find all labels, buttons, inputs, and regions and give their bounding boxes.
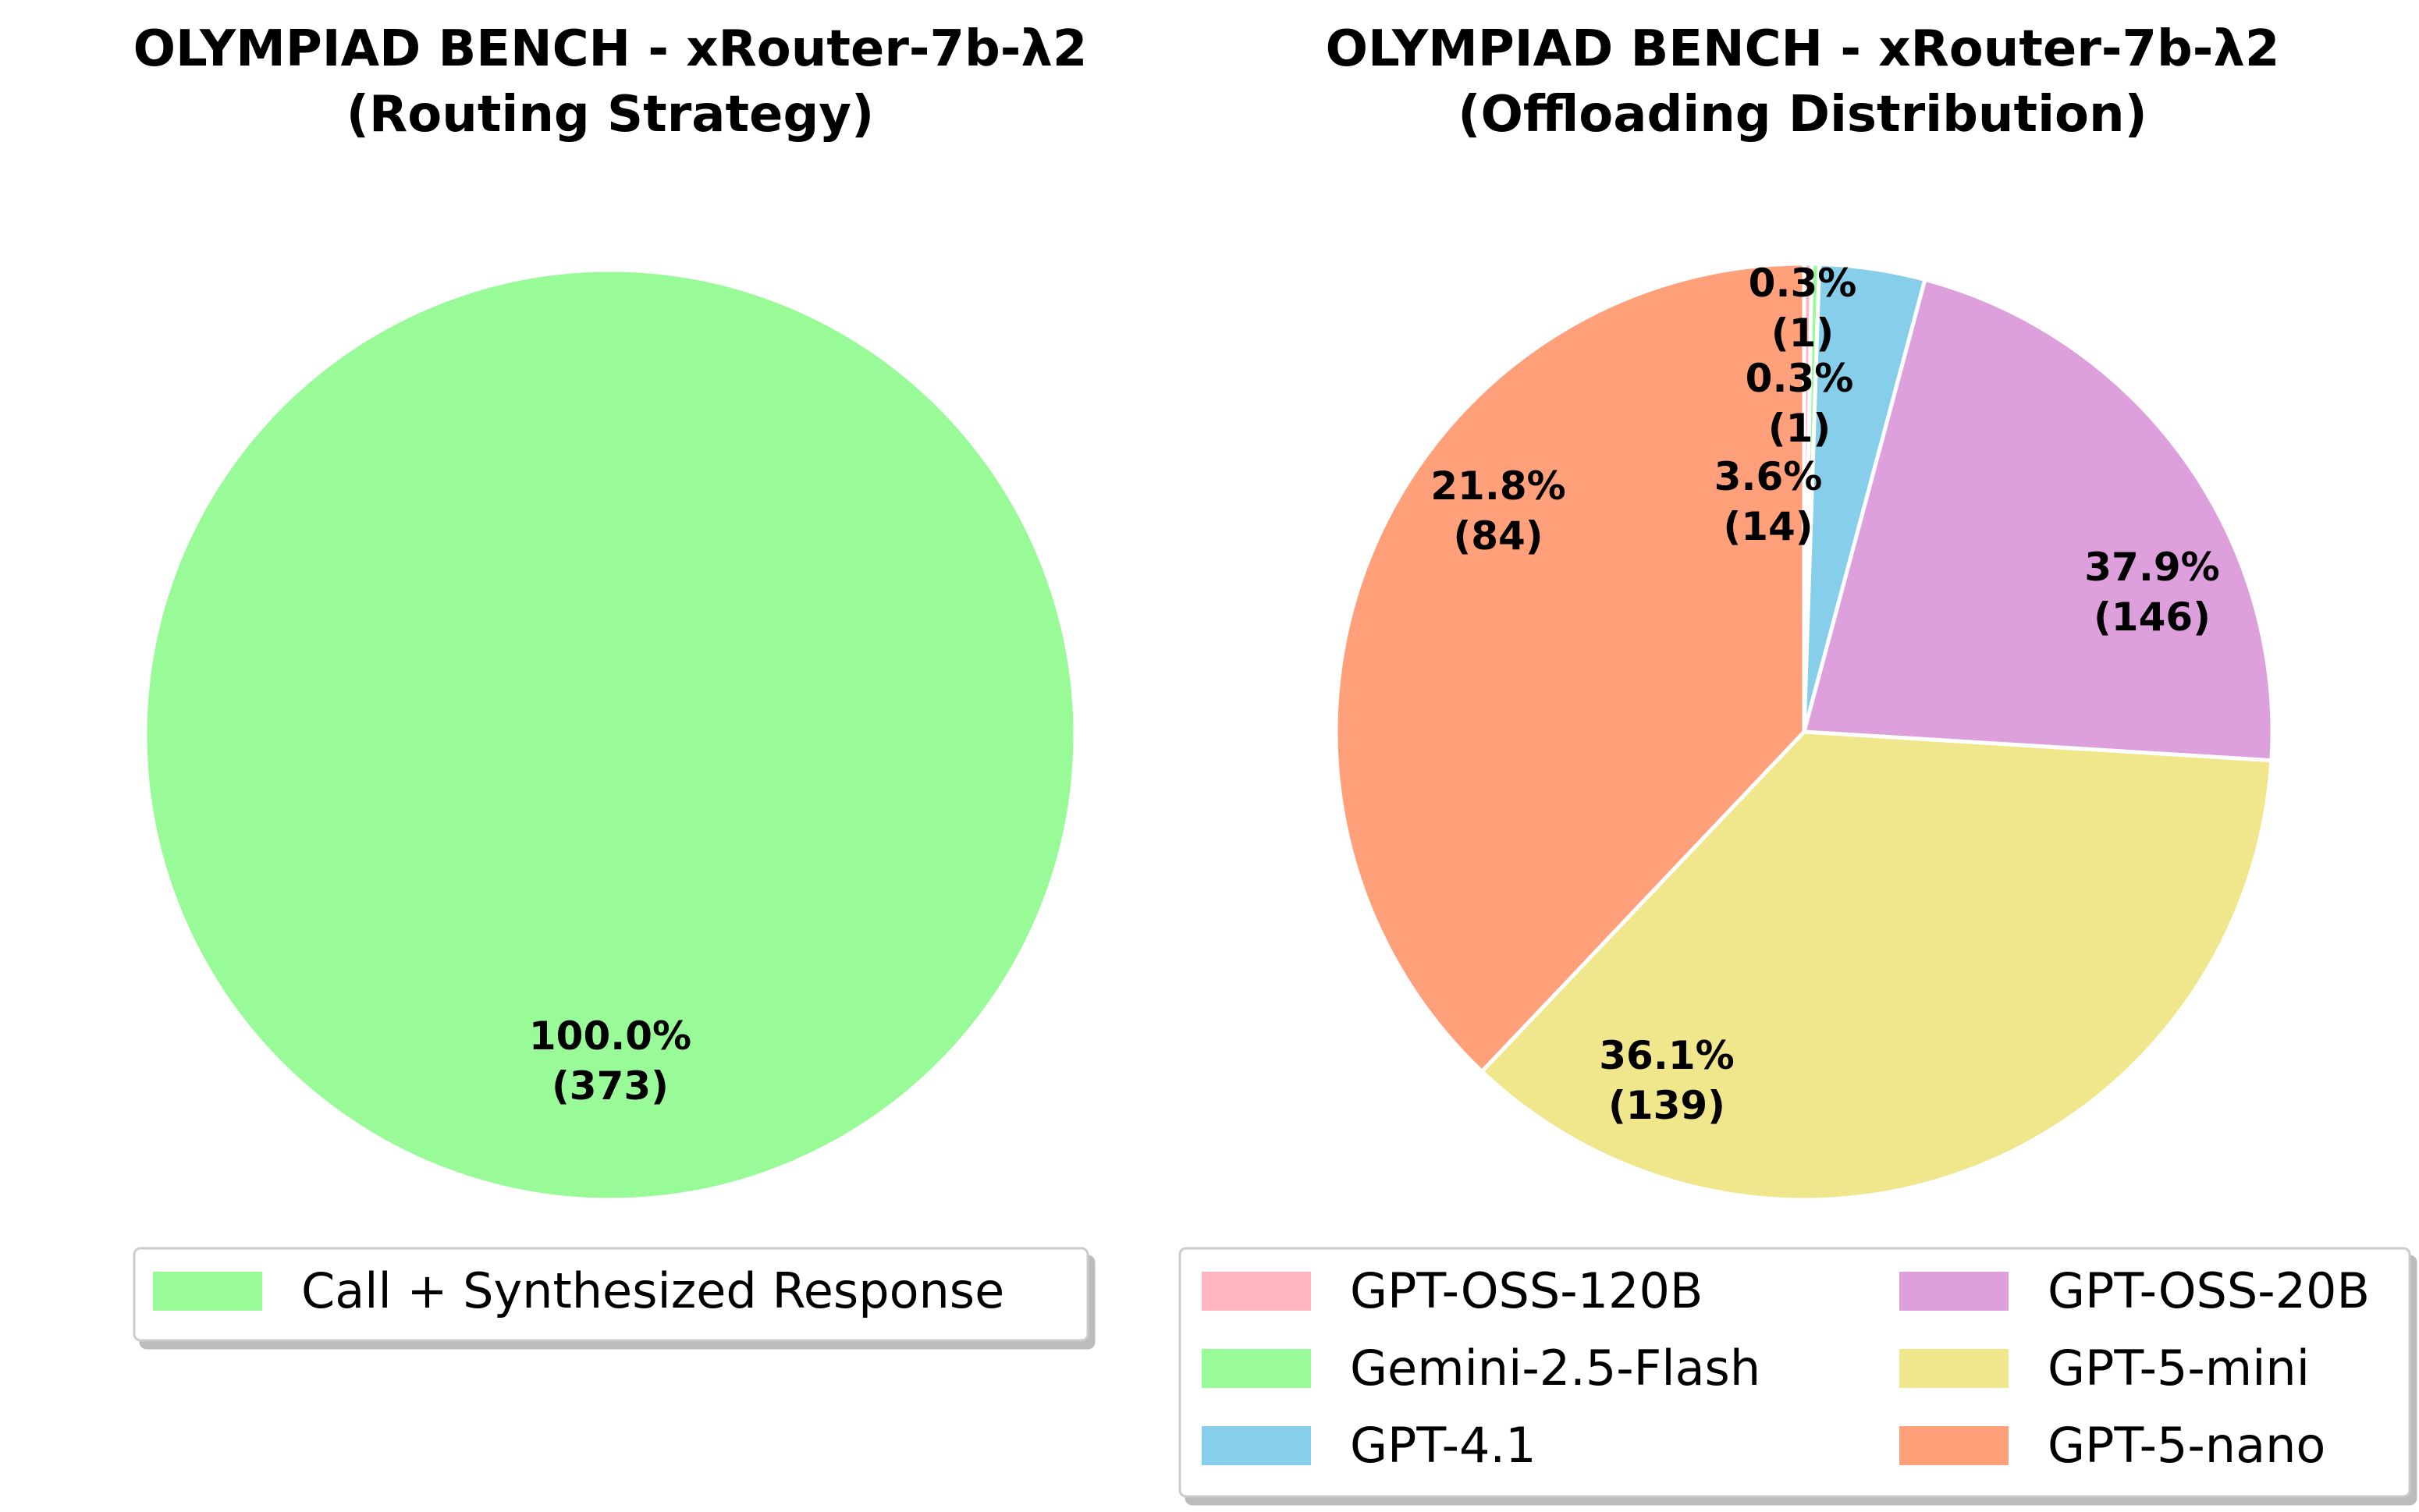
right-count-label: (84) <box>1453 513 1543 559</box>
right-slice-gpt-5-nano <box>1334 261 1806 1074</box>
right-count-label: (14) <box>1723 504 1813 549</box>
right-count-label: (146) <box>2094 595 2211 640</box>
right-slice-gpt-5-mini <box>1479 729 2274 1202</box>
legend-label: GPT-5-nano <box>2048 1417 2325 1474</box>
right-count-label: (139) <box>1608 1083 1725 1128</box>
legend-swatch <box>1899 1349 2009 1388</box>
legend-swatch <box>1202 1349 1311 1388</box>
right-percent-label: 0.3% <box>1746 356 1854 401</box>
legend-swatch <box>153 1272 262 1311</box>
right-percent-label: 0.3% <box>1749 261 1857 306</box>
left-percent-label: 100.0% <box>529 1013 691 1059</box>
legend-label: Gemini-2.5-Flash <box>1350 1340 1760 1397</box>
legend-swatch <box>1899 1272 2009 1311</box>
legend-label: GPT-OSS-20B <box>2048 1262 2370 1319</box>
right-chart-title: OLYMPIAD BENCH - xRouter-7b-λ2 <box>1326 20 2280 78</box>
left-pie <box>143 268 1078 1202</box>
legend-swatch <box>1202 1426 1311 1465</box>
right-percent-label: 3.6% <box>1714 454 1823 499</box>
right-percent-label: 37.9% <box>2084 545 2219 590</box>
left-chart-title: OLYMPIAD BENCH - xRouter-7b-λ2 <box>133 20 1088 78</box>
legend-label: GPT-OSS-120B <box>1350 1262 1703 1319</box>
right-chart-subtitle: (Offloading Distribution) <box>1458 86 2147 144</box>
left-slice-call-synthesized-response <box>143 268 1078 1202</box>
right-pie-labels: 0.3%(1)0.3%(1)3.6%(14)21.8%(84)36.1%(139… <box>1430 261 2219 1128</box>
right-legend-frame <box>1178 1247 2411 1498</box>
right-percent-label: 21.8% <box>1430 463 1565 509</box>
left-legend: Call + Synthesized Response <box>133 1247 1089 1342</box>
legend-label: GPT-5-mini <box>2048 1340 2310 1397</box>
left-count-label: (373) <box>552 1063 669 1109</box>
right-legend: GPT-OSS-120B Gemini-2.5-Flash GPT-4.1 GPT-O… <box>1178 1247 2411 1498</box>
legend-swatch <box>1899 1426 2009 1465</box>
left-chart-subtitle: (Routing Strategy) <box>346 86 874 144</box>
right-count-label: (1) <box>1771 311 1835 356</box>
legend-label: GPT-4.1 <box>1350 1417 1536 1474</box>
right-percent-label: 36.1% <box>1599 1033 1734 1078</box>
legend-label: Call + Synthesized Response <box>301 1262 1004 1319</box>
right-slice-gpt-oss-20b <box>1802 277 2275 763</box>
left-legend-frame <box>133 1247 1089 1342</box>
left-pie-labels: 100.0%(373) <box>529 1013 691 1109</box>
legend-swatch <box>1202 1272 1311 1311</box>
right-pie <box>1334 261 2275 1202</box>
right-count-label: (1) <box>1768 406 1831 451</box>
